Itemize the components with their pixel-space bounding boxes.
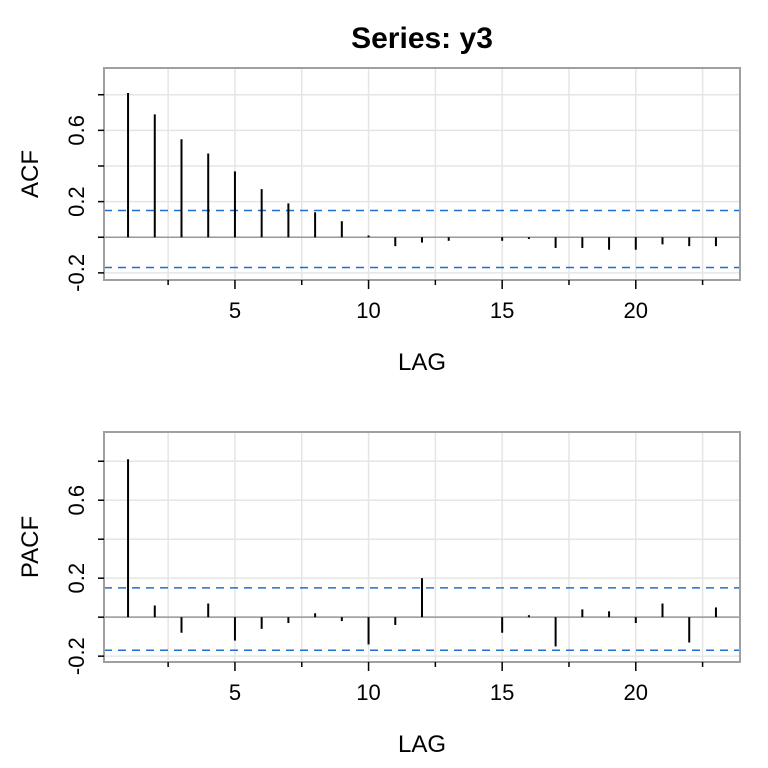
y-axis-label: PACF [17, 516, 44, 578]
y-tick-label: -0.2 [64, 637, 89, 675]
x-tick-label: 20 [624, 680, 648, 705]
x-tick-label: 10 [356, 680, 380, 705]
y-axis-label: ACF [17, 150, 44, 198]
y-tick-label: -0.2 [64, 254, 89, 292]
x-tick-label: 5 [229, 298, 241, 323]
x-tick-label: 10 [356, 298, 380, 323]
x-axis-label: LAG [398, 731, 446, 758]
x-axis-label: LAG [398, 349, 446, 376]
y-tick-label: 0.2 [64, 186, 89, 217]
acf-panel: -0.2 0.2 0.6 5 10 15 20 LAG ACF [17, 67, 741, 376]
x-tick-label: 15 [490, 298, 514, 323]
plot-frame [103, 431, 741, 663]
chart-title: Series: y3 [351, 22, 493, 55]
pacf-panel: -0.2 0.2 0.6 5 10 15 20 LAG PACF [17, 431, 741, 758]
x-tick-label: 15 [490, 680, 514, 705]
x-tick-label: 20 [624, 298, 648, 323]
plot-frame [103, 67, 741, 281]
y-tick-label: 0.2 [64, 563, 89, 594]
x-tick-label: 5 [229, 680, 241, 705]
y-tick-label: 0.6 [64, 115, 89, 146]
y-tick-label: 0.6 [64, 485, 89, 516]
